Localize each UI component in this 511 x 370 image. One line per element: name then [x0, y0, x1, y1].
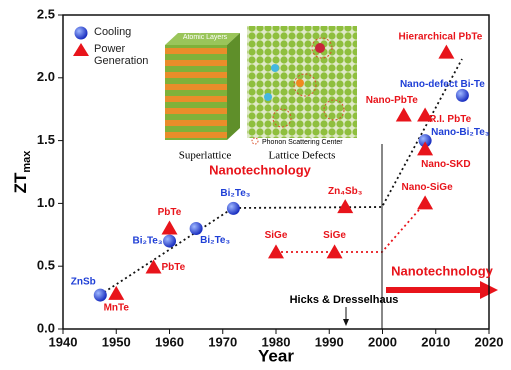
y-tick-label: 2.0	[37, 69, 55, 84]
point-label: Bi₂Te₃	[220, 188, 250, 199]
point	[227, 202, 240, 215]
x-tick-label: 1940	[49, 334, 78, 349]
legend-marker	[73, 43, 89, 56]
point	[162, 221, 178, 235]
x-tick-label: 1990	[315, 334, 344, 349]
point-label: Bi₂Te₃	[200, 235, 230, 246]
point	[396, 107, 412, 121]
point-label: R.I. PbTe	[429, 114, 471, 125]
point-label: Nano-PbTe	[366, 95, 418, 106]
point-label: Nano-SKD	[421, 159, 470, 170]
point	[108, 286, 124, 300]
x-tick-label: 1980	[262, 334, 291, 349]
point-label: Zn₄Sb₃	[328, 186, 363, 197]
legend-entry: Power Generation	[72, 43, 164, 67]
y-tick-label: 1.0	[37, 195, 55, 210]
legend-label: Power Generation	[94, 43, 164, 67]
point-label: Bi₂Te₃	[133, 236, 163, 247]
point	[337, 199, 353, 213]
legend-symbol	[72, 43, 94, 57]
x-tick-label: 1970	[208, 334, 237, 349]
inset-label: Lattice Defects	[269, 150, 336, 162]
y-tick-label: 1.5	[37, 132, 55, 147]
point	[456, 89, 469, 102]
point-label: PbTe	[162, 262, 186, 273]
y-axis-label-main: ZT	[11, 172, 30, 193]
legend-entry: Cooling	[72, 26, 164, 40]
legend-symbol	[72, 26, 94, 40]
x-tick-label: 1960	[155, 334, 184, 349]
inset-label: Superlattice	[179, 150, 232, 162]
point	[94, 289, 107, 302]
point-label: Nano-Bi₂Te₃	[431, 127, 490, 138]
legend: Cooling Power Generation	[72, 26, 164, 70]
y-tick-label: 2.5	[37, 6, 55, 21]
point-label: ZnSb	[71, 277, 96, 288]
x-tick-label: 1950	[102, 334, 131, 349]
point	[190, 222, 203, 235]
inset-label: Phonon Scattering Center	[262, 139, 343, 146]
point-label: SiGe	[323, 230, 346, 241]
point-label: Nano-defect Bi-Te	[400, 79, 485, 90]
point-label: SiGe	[265, 230, 288, 241]
point	[327, 244, 343, 258]
point	[146, 259, 162, 273]
x-tick-label: 2020	[475, 334, 504, 349]
y-tick-label: 0.5	[37, 258, 55, 273]
annotation: Hicks & Dresselhaus	[290, 294, 399, 306]
legend-marker	[75, 27, 88, 40]
point-label: Hierarchical PbTe	[399, 31, 483, 42]
y-axis-label: ZTmax	[11, 150, 32, 194]
arrow-head	[343, 319, 349, 326]
inset-label: Atomic Layers	[183, 34, 228, 41]
point-label: MnTe	[104, 302, 130, 313]
point-label: PbTe	[158, 207, 182, 218]
y-axis-label-sub: max	[21, 150, 33, 173]
point	[417, 195, 433, 209]
x-tick-label: 2010	[421, 334, 450, 349]
legend-label: Cooling	[94, 26, 131, 38]
inset-defects	[247, 26, 357, 144]
point	[163, 235, 176, 248]
y-tick-label: 0.0	[37, 320, 55, 335]
page: Atomic Layers Superlattice Lattice Defec…	[0, 0, 511, 370]
annotation: Nanotechnology	[209, 162, 312, 177]
inset-superlattice	[165, 33, 240, 140]
point-label: Nano-SiGe	[402, 182, 454, 193]
x-tick-label: 2000	[368, 334, 397, 349]
annotation: Nanotechnology	[391, 263, 494, 278]
point	[438, 45, 454, 59]
